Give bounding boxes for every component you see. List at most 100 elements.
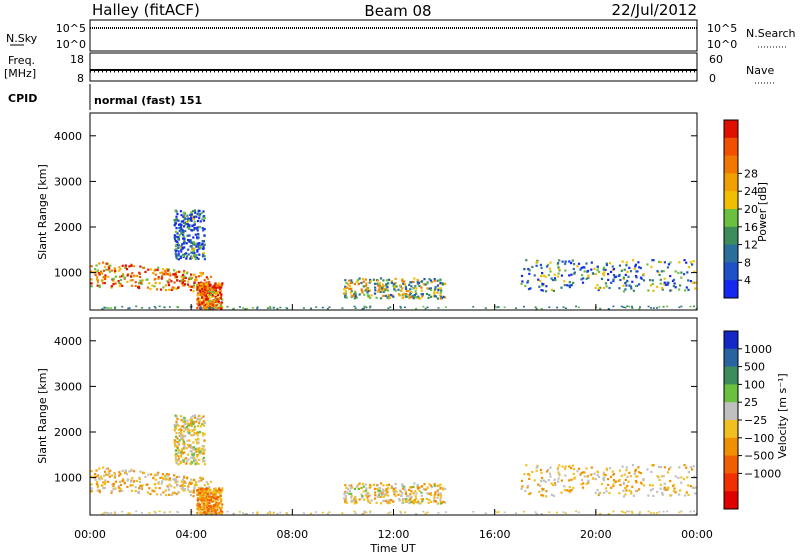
echo-cell — [177, 250, 180, 253]
echo-cell — [560, 274, 563, 277]
echo-cell — [206, 302, 209, 305]
echo-cell — [138, 477, 141, 480]
echo-cell — [173, 219, 176, 222]
echo-cell — [101, 272, 104, 275]
echo-cell — [691, 263, 694, 266]
echo-cell — [134, 489, 137, 493]
echo-cell — [424, 283, 427, 286]
echo-cell — [110, 307, 113, 309]
echo-cell — [625, 264, 628, 267]
echo-cell — [99, 475, 103, 478]
echo-cell — [533, 479, 536, 482]
echo-cell — [310, 512, 312, 515]
echo-cell — [692, 465, 695, 468]
echo-cell — [622, 483, 625, 486]
echo-cell — [179, 225, 182, 229]
echo-cell — [164, 494, 168, 497]
power-ylabel: Slant Range [km] — [36, 164, 49, 260]
echo-cell — [394, 282, 397, 285]
echo-cell — [200, 477, 203, 480]
echo-cell — [199, 247, 202, 250]
echo-cell — [186, 283, 190, 286]
echo-cell — [365, 492, 368, 495]
echo-cell — [385, 488, 388, 491]
echo-cell — [190, 217, 193, 220]
echo-cell — [593, 472, 596, 475]
echo-cell — [623, 473, 626, 476]
echo-cell — [404, 306, 406, 309]
echo-cell — [550, 288, 553, 291]
echo-cell — [366, 499, 369, 502]
echo-cell — [639, 267, 642, 270]
echo-cell — [417, 295, 420, 298]
nsky-tick-bottom: 10^0 — [56, 38, 86, 51]
echo-cell — [174, 425, 177, 428]
y-tick-label: 4000 — [54, 335, 82, 348]
echo-cell — [434, 491, 437, 494]
echo-cell — [202, 247, 205, 250]
echo-cell — [618, 273, 621, 277]
x-tick-label: 12:00 — [378, 528, 410, 541]
echo-cell — [415, 307, 418, 310]
echo-cell — [196, 511, 199, 514]
echo-cell — [409, 493, 412, 496]
echo-cell — [198, 414, 201, 417]
echo-cell — [182, 234, 185, 237]
echo-cell — [394, 494, 397, 497]
echo-cell — [343, 288, 346, 291]
echo-cell — [540, 494, 543, 497]
echo-cell — [164, 489, 167, 492]
echo-cell — [437, 494, 440, 497]
echo-cell — [392, 295, 395, 298]
echo-cell — [201, 283, 204, 286]
echo-cell — [202, 445, 205, 448]
echo-cell — [197, 480, 201, 483]
echo-cell — [193, 252, 196, 255]
echo-cell — [177, 244, 180, 247]
echo-cell — [201, 287, 204, 291]
echo-cell — [152, 272, 155, 275]
echo-cell — [362, 485, 365, 488]
echo-cell — [108, 267, 111, 270]
echo-cell — [208, 493, 211, 496]
echo-cell — [180, 484, 183, 487]
echo-cell — [353, 293, 356, 296]
echo-cell — [202, 502, 205, 505]
echo-cell — [154, 268, 157, 271]
echo-cell — [192, 479, 195, 482]
echo-cell — [205, 511, 208, 514]
echo-cell — [189, 494, 192, 497]
echo-cell — [176, 240, 179, 243]
echo-cell — [208, 486, 211, 489]
echo-cell — [212, 513, 215, 515]
echo-cell — [693, 475, 696, 478]
echo-cell — [536, 259, 539, 262]
echo-cell — [527, 268, 530, 271]
colorbar-segment — [724, 262, 738, 281]
echo-cell — [362, 285, 365, 288]
echo-cell — [557, 275, 560, 278]
echo-cell — [422, 510, 425, 513]
echo-cell — [146, 491, 150, 494]
echo-cell — [192, 422, 195, 426]
echo-cell — [560, 491, 563, 494]
echo-cell — [363, 510, 366, 513]
echo-cell — [154, 482, 157, 486]
echo-cell — [213, 303, 216, 306]
echo-cell — [387, 282, 390, 285]
echo-cell — [179, 434, 182, 437]
echo-cell — [598, 475, 601, 478]
echo-cell — [175, 240, 178, 243]
echo-cell — [414, 495, 417, 498]
echo-cell — [358, 293, 361, 296]
echo-cell — [344, 295, 347, 298]
echo-cell — [202, 415, 205, 418]
echo-cell — [355, 296, 358, 299]
echo-cell — [208, 488, 211, 491]
echo-cell — [211, 291, 214, 294]
echo-cell — [663, 261, 666, 264]
echo-cell — [197, 447, 200, 450]
echo-cell — [203, 279, 206, 282]
echo-cell — [118, 285, 121, 288]
echo-cell — [661, 493, 664, 496]
